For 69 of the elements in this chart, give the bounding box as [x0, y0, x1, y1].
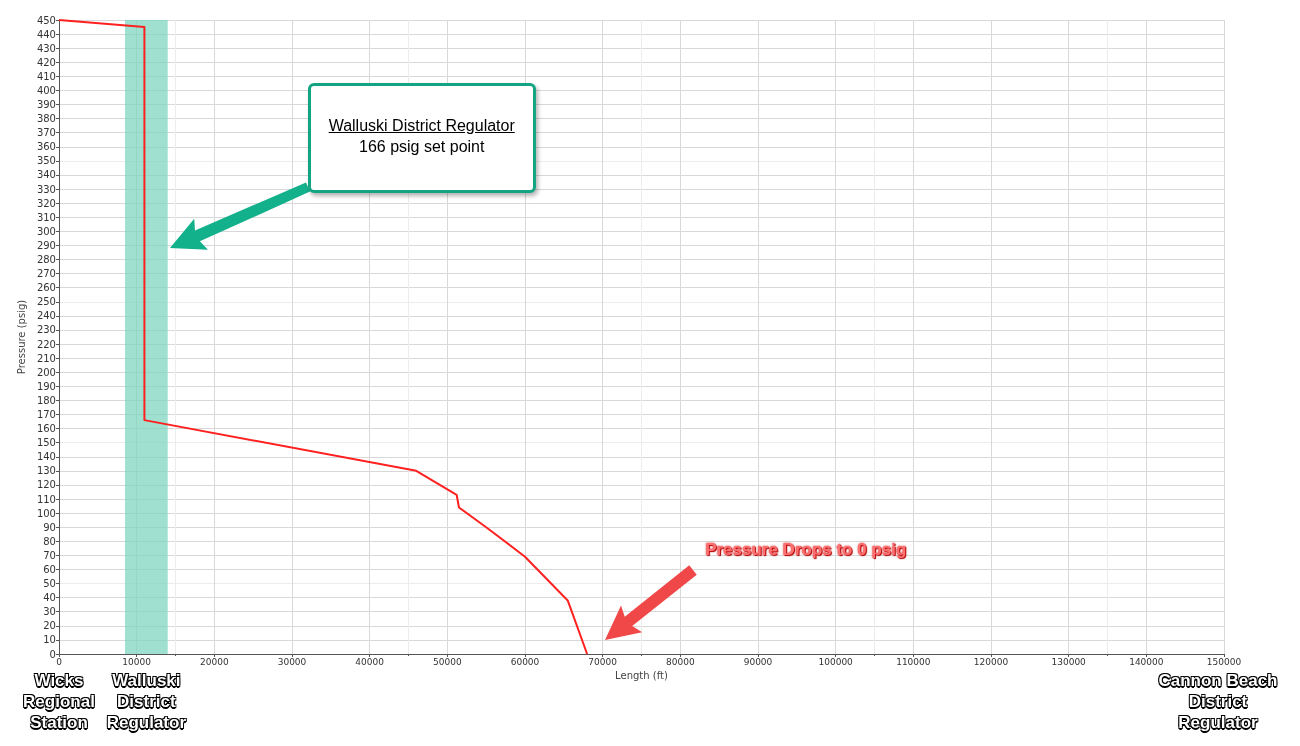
y-tick-label: 360 — [36, 141, 56, 153]
y-tick-label: 310 — [36, 211, 56, 223]
y-tick-label: 150 — [36, 437, 56, 449]
y-tick-label: 260 — [36, 282, 56, 294]
annotation: 166 psig set point — [358, 137, 486, 158]
y-tick-label: 450 — [36, 14, 56, 26]
y-tick-label: 240 — [36, 310, 56, 322]
text: Walluski District Regulator — [105, 670, 188, 733]
x-tick-label: 30000 — [277, 656, 307, 667]
y-tick-label: 90 — [43, 521, 56, 533]
y-tick-label: 110 — [36, 493, 56, 505]
x-tick-label: 50000 — [433, 656, 462, 667]
x-tick-label: 150000 — [1206, 656, 1242, 667]
y-tick-label: 410 — [36, 70, 56, 82]
y-tick-label: 250 — [36, 296, 56, 308]
y-tick-label: 10 — [43, 634, 56, 646]
y-tick-label: 50 — [43, 578, 56, 590]
x-tick-label: 130000 — [1051, 656, 1087, 667]
x-tick-label: 40000 — [355, 656, 385, 667]
x-tick-label: 140000 — [1129, 656, 1164, 667]
x-tick-label: 70000 — [588, 656, 618, 667]
y-tick-label: 300 — [36, 225, 56, 237]
y-tick-label: 290 — [36, 239, 56, 251]
annotation: Pressure Drops to 0 psig — [705, 540, 907, 560]
y-tick-label: 40 — [43, 592, 56, 604]
x-tick-label: 80000 — [666, 656, 695, 667]
y-tick-label: 200 — [36, 366, 56, 378]
y-tick-label: 350 — [36, 155, 56, 167]
x-tick-label: 120000 — [973, 656, 1009, 667]
y-tick-label: 270 — [36, 268, 56, 280]
x-tick-label: 110000 — [896, 656, 931, 667]
y-tick-label: 100 — [36, 507, 56, 519]
y-tick-label: 220 — [36, 338, 56, 350]
y-tick-label: 30 — [43, 606, 56, 618]
text: Cannon Beach District Regulator — [1157, 670, 1279, 733]
y-tick-label: 60 — [43, 563, 56, 575]
y-tick-label: 420 — [36, 56, 56, 68]
x-tick-label: 10000 — [122, 656, 152, 667]
text: Wicks Regional Station — [22, 670, 96, 733]
y-tick-label: 190 — [36, 380, 56, 392]
x-tick-label: 90000 — [743, 656, 773, 667]
y-tick-label: 70 — [43, 549, 56, 561]
y-tick-label: 390 — [36, 99, 56, 111]
x-tick-label: 20000 — [200, 656, 229, 667]
x-tick-label: 100000 — [818, 656, 854, 667]
y-tick-label: 430 — [36, 42, 56, 54]
y-tick-label: 180 — [36, 394, 56, 406]
y-tick-label: 210 — [36, 352, 56, 364]
y-tick-label: 380 — [36, 113, 56, 125]
annotation: Walluski District Regulator — [327, 116, 516, 137]
y-tick-label: 320 — [36, 197, 56, 209]
y-tick-label: 130 — [36, 465, 56, 477]
x-tick-label: 60000 — [510, 656, 540, 667]
y-tick-label: 330 — [36, 183, 56, 195]
x-axis-title: Length (ft) — [615, 670, 668, 682]
x-tick-label: 0 — [56, 656, 63, 667]
y-tick-label: 280 — [36, 254, 56, 266]
y-tick-label: 170 — [36, 408, 56, 420]
y-tick-label: 80 — [43, 535, 56, 547]
y-tick-label: 140 — [36, 451, 56, 463]
y-tick-label: 440 — [36, 28, 56, 40]
y-tick-label: 20 — [43, 620, 56, 632]
y-tick-label: 230 — [36, 324, 56, 336]
y-tick-label: 400 — [36, 84, 56, 96]
y-axis-title: Pressure (psig) — [15, 299, 27, 375]
y-tick-label: 160 — [36, 423, 56, 435]
y-tick-label: 340 — [36, 169, 56, 181]
y-tick-label: 120 — [36, 479, 56, 491]
y-tick-label: 370 — [36, 127, 56, 139]
